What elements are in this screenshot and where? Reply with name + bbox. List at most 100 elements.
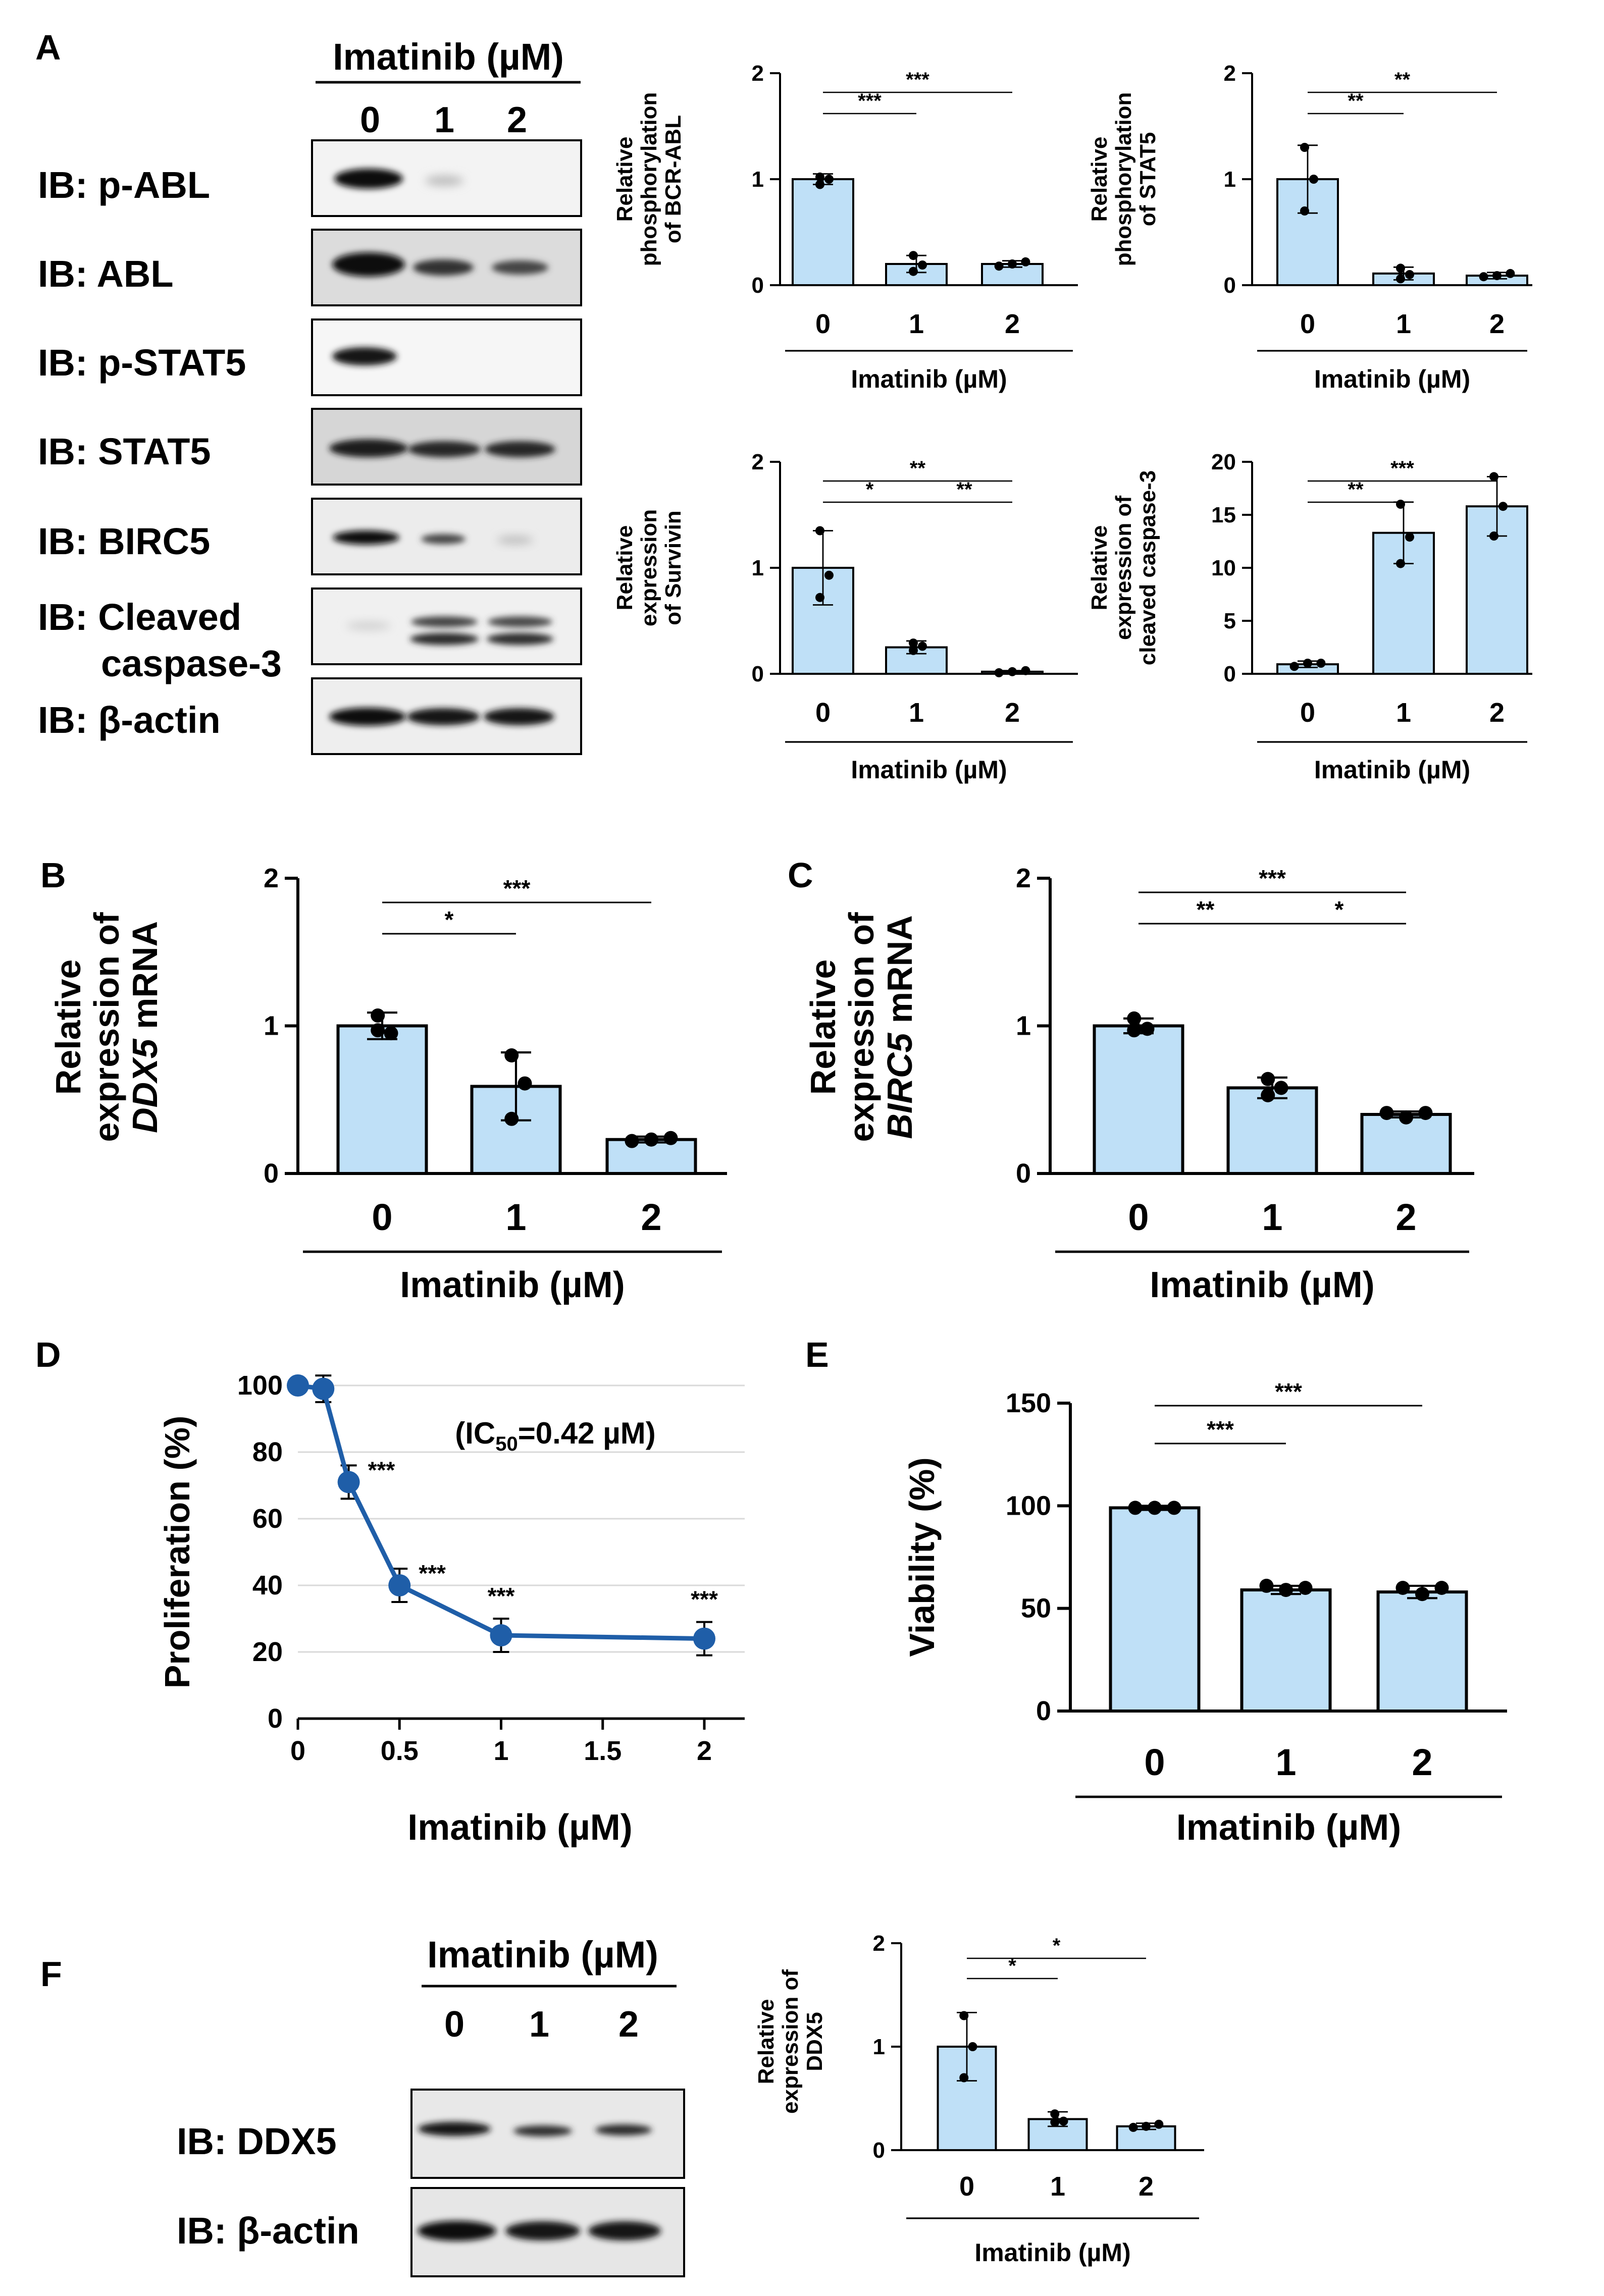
ic50-suffix: =0.42 µM) [518, 1416, 656, 1450]
western-blot-a: Imatinib (µM) 0 1 2 IB: p-ABL IB: ABL IB… [38, 36, 582, 755]
significance-label: ** [910, 457, 926, 479]
data-point [909, 638, 918, 648]
significance-label: *** [1207, 1416, 1234, 1443]
data-point [909, 266, 918, 276]
y-label-suffix: mRNA [880, 915, 919, 1033]
bar-0 [1093, 1024, 1184, 1175]
data-point [1405, 532, 1414, 542]
chart-a-bcr-abl: 0 1 2 0 1 2 *** *** Imatinib (µM) Relativephospho… [612, 61, 1078, 393]
y-tick-label: 0 [873, 2138, 885, 2163]
caspase-label-line-1: IB: Cleaved [38, 596, 241, 638]
y-label-line: DDX5 mRNA [125, 921, 165, 1133]
category-label-2: 2 [641, 1196, 661, 1238]
data-point [1261, 1088, 1275, 1102]
blot-f-title: Imatinib (µM) [427, 1934, 658, 1975]
data-point [815, 593, 824, 602]
y-axis-label: Relativeexpressionof Survivin [612, 509, 686, 626]
y-tick-label: 150 [1006, 1388, 1051, 1418]
x-tick-label: 0.5 [381, 1736, 419, 1766]
data-point [1050, 2117, 1060, 2127]
blot-a-row-label-p-stat5: IB: p-STAT5 [38, 342, 246, 384]
y-tick-label: 60 [252, 1504, 283, 1534]
y-axis-label: Proliferation (%) [158, 1416, 197, 1689]
significance-label: ** [1394, 69, 1411, 91]
y-axis-label: Relativeexpression ofDDX5 mRNA [48, 912, 165, 1142]
data-point [1492, 271, 1502, 281]
bar-2 [1360, 1113, 1452, 1175]
data-point [625, 1134, 639, 1148]
x-axis-label: Imatinib (µM) [407, 1807, 632, 1848]
y-tick-label: 10 [1211, 556, 1236, 580]
y-label-line: Relative [803, 959, 843, 1095]
y-label-line: Relative [48, 959, 88, 1095]
y-tick-label: 0 [752, 662, 764, 686]
category-label-2: 2 [1395, 1196, 1416, 1238]
significance-label: *** [1390, 457, 1414, 479]
category-label-1: 1 [505, 1196, 526, 1238]
y-tick-label: 0 [752, 273, 764, 298]
y-tick-label: 100 [1006, 1490, 1051, 1521]
y-label-line: Relative [612, 525, 637, 611]
y-label-line: expression [637, 509, 661, 626]
y-tick-label: 2 [873, 1931, 885, 1956]
data-point [1154, 2119, 1164, 2129]
data-point [504, 1111, 519, 1126]
significance-label: *** [1259, 865, 1286, 891]
y-tick-label: 1 [264, 1011, 279, 1041]
data-point [1396, 274, 1405, 284]
data-point [1303, 659, 1312, 668]
blot-strip-p-stat5 [311, 318, 582, 396]
data-point [1259, 1578, 1274, 1593]
data-point [504, 1048, 519, 1062]
y-tick-label: 20 [1211, 450, 1236, 474]
x-axis-label: Imatinib (µM) [1314, 365, 1470, 393]
y-label-line: BIRC5 mRNA [880, 915, 919, 1139]
category-label-0: 0 [815, 698, 831, 728]
y-label-line: DDX5 [802, 2012, 827, 2071]
blot-a-row-label-p-abl: IB: p-ABL [38, 164, 210, 206]
data-point [1289, 662, 1299, 671]
data-point [1050, 2109, 1060, 2119]
category-label-0: 0 [1300, 698, 1315, 728]
y-label-suffix: mRNA [125, 921, 165, 1039]
category-label-0: 0 [1300, 309, 1315, 339]
data-point [1300, 206, 1309, 216]
blot-a-lane-1: 1 [434, 100, 454, 140]
data-point [1434, 1581, 1449, 1595]
ic50-prefix: (IC [455, 1416, 495, 1450]
y-tick-label: 0 [1224, 662, 1236, 686]
data-point [1142, 2121, 1151, 2131]
y-label-line: expression of [842, 912, 881, 1142]
category-label-1: 1 [909, 698, 924, 728]
data-point [959, 2011, 969, 2020]
data-point [1418, 1106, 1433, 1120]
chart-d-proliferation: 0 20 40 60 80 100 0 0.5 1 1.5 2 *** *** *** *** (IC50=0… [158, 1370, 745, 1848]
blot-strip-beta-actin [311, 677, 582, 755]
y-tick-label: 1 [1016, 1011, 1031, 1041]
blot-a-row-label-beta-actin: IB: β-actin [38, 699, 221, 741]
data-point [337, 1471, 360, 1493]
blot-a-lane-2: 2 [507, 100, 527, 140]
data-point [490, 1624, 512, 1646]
y-tick-label: 40 [252, 1570, 283, 1600]
category-label-1: 1 [1396, 698, 1411, 728]
significance-label: *** [488, 1583, 515, 1609]
category-label-2: 2 [1005, 698, 1020, 728]
y-label-line: Relative [1087, 137, 1112, 222]
panel-letter-F: F [40, 1954, 62, 1994]
y-label-line: phosphorylation [637, 92, 661, 266]
significance-label: * [866, 478, 874, 501]
significance-label: *** [419, 1560, 446, 1586]
y-tick-label: 0 [1016, 1158, 1031, 1189]
significance-label: * [1008, 1955, 1016, 1977]
category-label-0: 0 [372, 1196, 392, 1238]
y-tick-label: 2 [752, 61, 764, 86]
significance-label: ** [1348, 478, 1364, 501]
y-tick-label: 2 [752, 450, 764, 474]
data-point [824, 175, 834, 184]
data-point [1300, 143, 1309, 152]
y-tick-label: 2 [1016, 863, 1031, 893]
panel-letter-D: D [35, 1335, 61, 1374]
